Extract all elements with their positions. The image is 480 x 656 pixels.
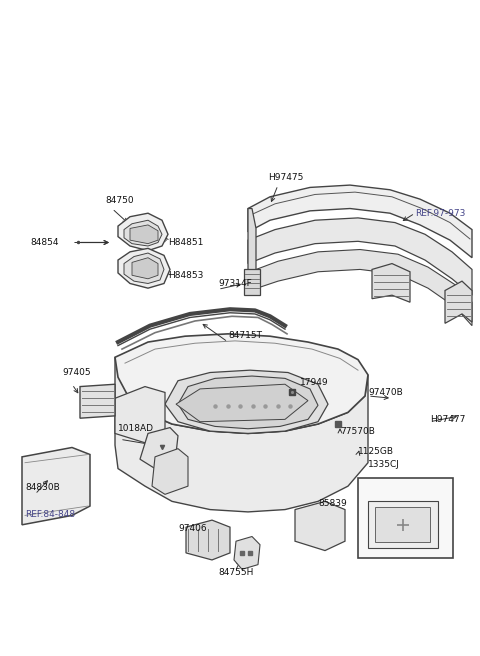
Polygon shape (250, 249, 472, 325)
Polygon shape (368, 501, 438, 548)
Text: 1125GB: 1125GB (358, 447, 394, 455)
Text: REF.84-848: REF.84-848 (25, 510, 75, 519)
Polygon shape (130, 225, 158, 243)
Text: 1335CJ: 1335CJ (368, 460, 400, 468)
Polygon shape (124, 220, 162, 246)
Polygon shape (115, 386, 165, 443)
Polygon shape (115, 334, 368, 434)
Text: 77570B: 77570B (340, 426, 375, 436)
Polygon shape (132, 258, 158, 279)
Text: H84851: H84851 (168, 238, 204, 247)
Polygon shape (244, 270, 260, 295)
Text: H97475: H97475 (268, 173, 303, 182)
Text: 17949: 17949 (300, 378, 329, 386)
Polygon shape (152, 449, 188, 495)
Polygon shape (248, 209, 256, 291)
Polygon shape (124, 253, 164, 283)
Polygon shape (372, 264, 410, 302)
Text: 84854: 84854 (30, 238, 59, 247)
Text: 97405: 97405 (62, 368, 91, 377)
Polygon shape (80, 384, 115, 419)
Polygon shape (186, 520, 230, 560)
Polygon shape (295, 501, 345, 550)
Text: H84853: H84853 (168, 271, 204, 280)
Text: 97406: 97406 (178, 524, 206, 533)
Polygon shape (375, 507, 430, 543)
Polygon shape (140, 428, 178, 468)
Text: 97314F: 97314F (218, 279, 252, 288)
Polygon shape (165, 370, 328, 434)
Text: 85839: 85839 (318, 499, 347, 508)
Polygon shape (178, 376, 318, 429)
Text: 97470B: 97470B (368, 388, 403, 397)
Polygon shape (118, 249, 170, 288)
Polygon shape (234, 537, 260, 569)
Text: 84830B: 84830B (25, 483, 60, 492)
Polygon shape (248, 185, 472, 258)
Text: 1018AD: 1018AD (118, 424, 154, 434)
Polygon shape (22, 447, 90, 525)
Text: H97477: H97477 (430, 415, 466, 424)
Polygon shape (445, 281, 472, 323)
Polygon shape (118, 213, 168, 251)
Polygon shape (176, 384, 308, 422)
FancyBboxPatch shape (358, 478, 453, 558)
Polygon shape (248, 218, 472, 295)
Text: REF.97-973: REF.97-973 (415, 209, 466, 218)
Text: 84715T: 84715T (228, 331, 262, 340)
Text: 84750: 84750 (105, 196, 133, 205)
Text: 84755H: 84755H (218, 568, 253, 577)
Polygon shape (115, 358, 368, 512)
